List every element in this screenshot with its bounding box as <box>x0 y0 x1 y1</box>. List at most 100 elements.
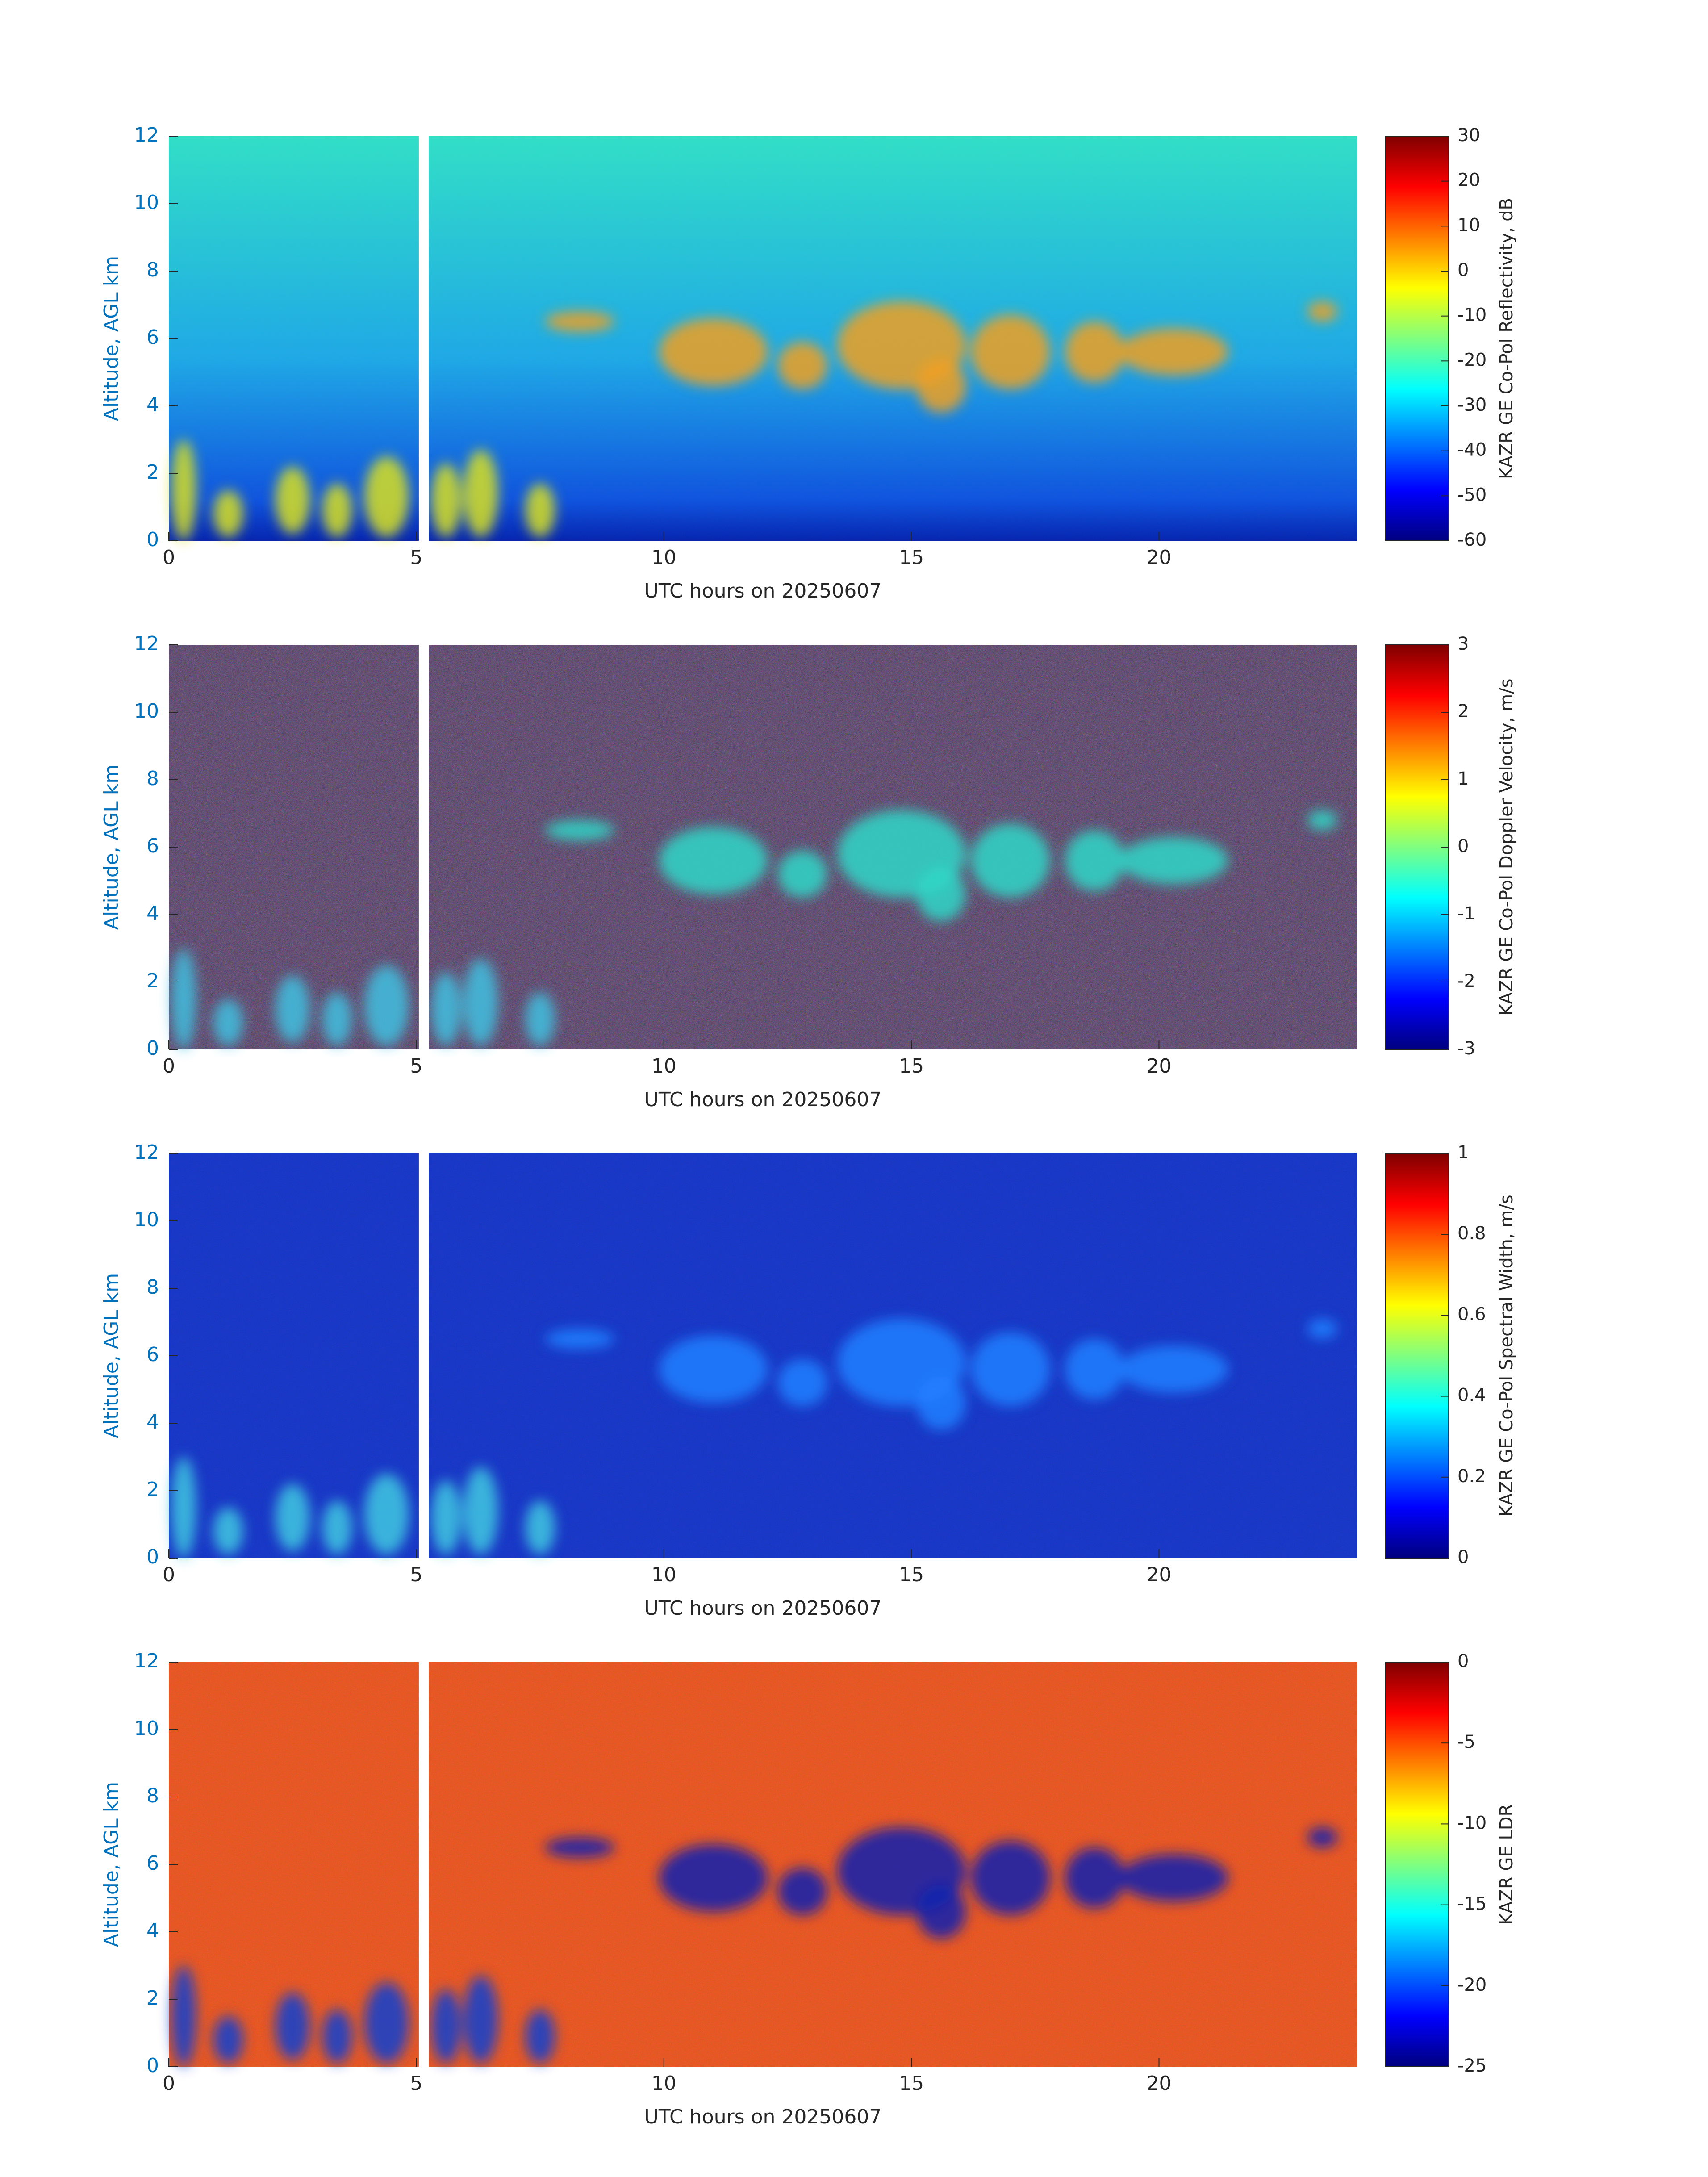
cloud <box>1065 1339 1124 1400</box>
figure: 0 5 10 15 20024681012UTC hours on 20250607Al… <box>0 0 1708 2177</box>
x-tick-label: 10 <box>651 2072 677 2095</box>
cloud <box>778 1359 827 1407</box>
y-tick-label: 0 <box>146 1546 159 1568</box>
cloud <box>971 315 1050 389</box>
x-tick-label: 0 <box>163 1563 175 1586</box>
y-tick-label: 2 <box>146 461 159 484</box>
colorbar-tick-label: -2 <box>1457 971 1475 991</box>
cloud <box>364 456 409 537</box>
y-tick-label: 12 <box>134 124 159 146</box>
cloud <box>171 440 196 541</box>
cloud <box>525 992 555 1046</box>
cloud <box>525 484 555 538</box>
colorbar-tick-label: -1 <box>1457 903 1475 924</box>
cloud <box>1119 1345 1228 1393</box>
x-tick-label: 10 <box>651 546 677 569</box>
cloud <box>778 1868 827 1915</box>
y-tick-label: 10 <box>134 700 159 723</box>
colorbar-tick-label: -30 <box>1457 395 1487 415</box>
cloud <box>322 2010 352 2064</box>
x-tick-label: 5 <box>410 1055 422 1078</box>
y-axis-label: Altitude, AGL km <box>100 1273 123 1438</box>
x-tick-label: 5 <box>410 2072 422 2095</box>
y-tick-label: 8 <box>146 259 159 281</box>
cloud <box>275 1484 310 1551</box>
colorbar-tick-label: -15 <box>1457 1894 1487 1914</box>
y-tick-label: 2 <box>146 1987 159 2010</box>
cloud <box>171 1966 196 2067</box>
panel: 0 5 10 15 20024681012UTC hours on 20250607Al… <box>100 124 1517 602</box>
y-tick-label: 12 <box>134 1650 159 1672</box>
panel: 0 5 10 15 20024681012UTC hours on 20250607Al… <box>100 1650 1517 2128</box>
cloud <box>971 823 1050 898</box>
y-tick-label: 0 <box>146 1037 159 1060</box>
cloud <box>545 312 614 332</box>
y-tick-label: 6 <box>146 835 159 857</box>
cloud <box>1307 810 1337 830</box>
cloud <box>213 999 243 1046</box>
colorbar-tick-label: -10 <box>1457 1813 1487 1833</box>
data-gap <box>419 1153 429 1558</box>
cloud <box>659 1336 768 1403</box>
y-tick-label: 8 <box>146 1784 159 1807</box>
cloud <box>1119 837 1228 884</box>
cloud <box>364 965 409 1046</box>
colorbar-tick-label: 2 <box>1457 701 1469 722</box>
cloud <box>275 467 310 534</box>
cloud <box>364 1474 409 1554</box>
cloud <box>525 2010 555 2064</box>
x-tick-label: 15 <box>899 2072 924 2095</box>
x-tick-label: 0 <box>163 2072 175 2095</box>
x-tick-label: 5 <box>410 546 422 569</box>
cloud <box>971 1332 1050 1406</box>
cloud <box>464 1467 498 1554</box>
x-tick-label: 5 <box>410 1563 422 1586</box>
cloud <box>659 827 768 894</box>
x-tick-label: 15 <box>899 1055 924 1078</box>
cloud <box>545 1838 614 1858</box>
colorbar-tick-label: 1 <box>1457 769 1469 789</box>
cloud <box>1065 1847 1124 1908</box>
y-tick-label: 6 <box>146 1343 159 1366</box>
colorbar-tick-label: -60 <box>1457 530 1487 550</box>
colorbar-tick-label: 0.4 <box>1457 1385 1486 1406</box>
cloud <box>659 318 768 386</box>
cloud <box>916 359 966 413</box>
y-tick-label: 0 <box>146 528 159 551</box>
colorbar-label: KAZR GE Co-Pol Reflectivity, dB <box>1496 198 1517 479</box>
colorbar <box>1385 1662 1449 2067</box>
x-tick-label: 20 <box>1147 1563 1172 1586</box>
colorbar-tick-label: 30 <box>1457 125 1480 146</box>
colorbar-tick-label: -40 <box>1457 440 1487 460</box>
colorbar-tick-label: 0 <box>1457 836 1469 857</box>
y-tick-label: 8 <box>146 767 159 790</box>
cloud <box>1065 322 1124 382</box>
cloud <box>545 820 614 840</box>
cloud <box>275 975 310 1043</box>
cloud <box>171 1457 196 1559</box>
data-gap <box>419 1662 429 2067</box>
colorbar-label: KAZR GE Co-Pol Spectral Width, m/s <box>1496 1195 1517 1517</box>
y-tick-label: 2 <box>146 969 159 992</box>
colorbar-tick-label: -5 <box>1457 1732 1475 1752</box>
x-tick-label: 20 <box>1147 2072 1172 2095</box>
cloud <box>213 2016 243 2064</box>
cloud <box>659 1844 768 1912</box>
y-axis-label: Altitude, AGL km <box>100 256 123 421</box>
colorbar-tick-label: 0.6 <box>1457 1304 1486 1325</box>
cloud <box>971 1841 1050 1915</box>
colorbar-tick-label: 10 <box>1457 215 1480 235</box>
cloud <box>1307 1827 1337 1847</box>
cloud <box>213 490 243 538</box>
colorbar-tick-label: 1 <box>1457 1142 1469 1163</box>
colorbar <box>1385 136 1449 541</box>
x-tick-label: 15 <box>899 546 924 569</box>
y-tick-label: 12 <box>134 1141 159 1164</box>
y-tick-label: 10 <box>134 191 159 214</box>
colorbar-tick-label: 0 <box>1457 1651 1469 1671</box>
colorbar-tick-label: -25 <box>1457 2056 1487 2076</box>
cloud <box>1119 1854 1228 1901</box>
y-tick-label: 10 <box>134 1208 159 1231</box>
colorbar-tick-label: 0.2 <box>1457 1466 1486 1487</box>
colorbar-label: KAZR GE Co-Pol Doppler Velocity, m/s <box>1496 679 1517 1016</box>
